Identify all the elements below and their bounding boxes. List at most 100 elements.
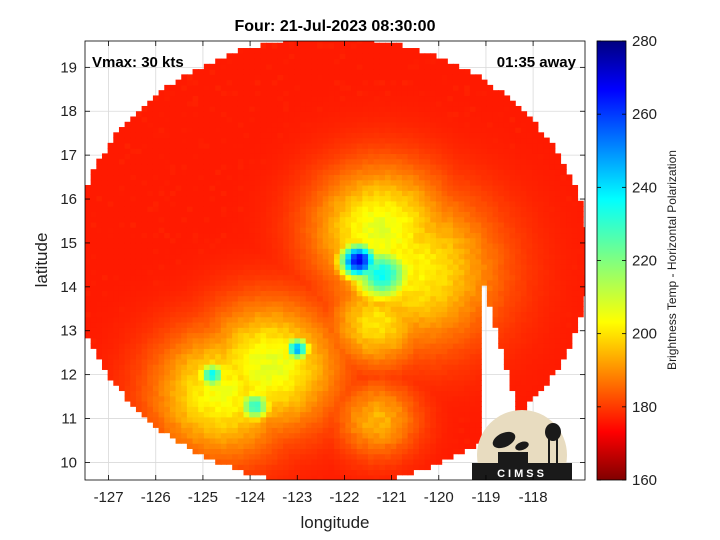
heatmap-cell [294,269,301,276]
heatmap-cell [175,116,182,123]
heatmap-cell [339,458,346,465]
heatmap-cell [458,137,465,144]
heatmap-cell [152,390,160,397]
heatmap-cell [435,116,443,123]
heatmap-cell [356,121,363,128]
heatmap-cell [147,253,154,260]
heatmap-cell [334,258,341,265]
heatmap-cell [266,358,273,365]
heatmap-cell [407,432,414,439]
heatmap-cell [396,216,403,223]
heatmap-cell [407,116,414,123]
heatmap-cell [254,69,262,75]
heatmap-cell [373,148,380,154]
heatmap-cell [430,448,437,455]
heatmap-cell [147,358,154,365]
heatmap-cell [271,311,279,318]
heatmap-cell [385,142,392,149]
heatmap-cell [147,374,154,381]
heatmap-cell [305,395,313,402]
heatmap-cell [158,385,165,392]
heatmap-cell [396,190,403,197]
heatmap-cell [294,174,301,181]
heatmap-cell [249,264,256,270]
heatmap-cell [362,274,369,281]
heatmap-cell [90,237,97,244]
heatmap-cell [260,300,267,307]
heatmap-cell [124,353,131,360]
heatmap-cell [124,306,131,313]
heatmap-cell [385,232,392,239]
heatmap-cell [322,385,329,392]
heatmap-cell [135,374,143,381]
heatmap-cell [322,242,329,249]
heatmap-cell [130,184,137,191]
heatmap-cell [317,200,324,207]
heatmap-cell [237,269,245,276]
heatmap-cell [464,416,471,423]
heatmap-cell [311,53,318,60]
heatmap-cell [260,79,267,86]
heatmap-cell [237,369,245,376]
heatmap-cell [368,311,375,318]
heatmap-cell [447,311,454,318]
heatmap-cell [458,132,465,139]
heatmap-cell [401,137,409,144]
heatmap-cell [288,90,296,97]
heatmap-cell [401,95,409,102]
heatmap-cell [441,432,448,439]
heatmap-cell [209,443,216,449]
heatmap-cell [118,327,126,334]
heatmap-cell [101,227,109,234]
heatmap-cell [373,179,380,186]
heatmap-cell [407,174,414,181]
heatmap-cell [339,306,346,313]
heatmap-cell [401,390,409,397]
heatmap-cell [294,63,301,70]
heatmap-cell [124,269,131,276]
heatmap-cell [135,269,143,276]
heatmap-cell [203,190,211,197]
heatmap-cell [328,42,335,49]
heatmap-cell [152,206,160,212]
heatmap-cell [418,105,426,112]
heatmap-cell [226,374,233,381]
heatmap-cell [401,385,409,392]
heatmap-cell [305,148,313,154]
heatmap-cell [232,227,239,234]
heatmap-cell [283,300,290,307]
heatmap-cell [322,174,329,181]
heatmap-cell [90,343,97,349]
heatmap-cell [141,148,148,154]
heatmap-cell [345,227,352,234]
heatmap-cell [441,127,448,133]
heatmap-cell [441,437,448,444]
heatmap-cell [464,374,471,381]
heatmap-cell [368,327,375,334]
heatmap-cell [266,53,273,60]
heatmap-cell [413,63,420,70]
heatmap-cell [441,216,448,223]
heatmap-cell [464,358,471,365]
heatmap-cell [334,400,341,407]
heatmap-cell [186,184,194,191]
heatmap-cell [356,216,363,223]
heatmap-cell [430,142,437,149]
heatmap-cell [390,348,397,355]
heatmap-cell [317,137,324,144]
heatmap-cell [418,232,426,239]
heatmap-cell [254,148,262,154]
heatmap-cell [192,269,199,276]
heatmap-cell [441,153,448,160]
heatmap-cell [209,195,216,202]
heatmap-cell [435,274,443,281]
heatmap-cell [113,179,120,186]
heatmap-cell [254,142,262,149]
heatmap-cell [198,248,205,255]
heatmap-cell [334,221,341,228]
heatmap-cell [311,390,318,397]
heatmap-cell [203,353,211,360]
heatmap-cell [186,400,194,407]
heatmap-cell [311,332,318,339]
heatmap-cell [356,237,363,244]
